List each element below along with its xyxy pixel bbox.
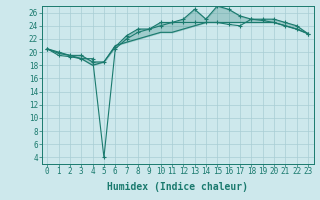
X-axis label: Humidex (Indice chaleur): Humidex (Indice chaleur) [107, 182, 248, 192]
